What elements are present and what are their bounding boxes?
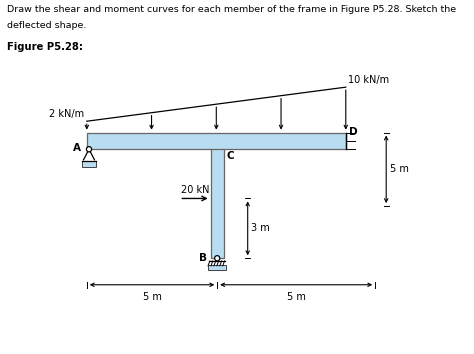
Bar [82, 161, 96, 167]
Text: 2 kN/m: 2 kN/m [49, 109, 84, 119]
Text: 3 m: 3 m [251, 223, 269, 233]
Text: 5 m: 5 m [143, 292, 162, 302]
Text: 20 kN: 20 kN [181, 185, 210, 195]
Text: B: B [199, 252, 207, 263]
Text: Figure P5.28:: Figure P5.28: [7, 42, 83, 52]
Text: 5 m: 5 m [390, 164, 409, 174]
Text: C: C [226, 151, 234, 161]
Bar [210, 141, 224, 258]
Text: deflected shape.: deflected shape. [7, 21, 86, 30]
Text: Draw the shear and moment curves for each member of the frame in Figure P5.28. S: Draw the shear and moment curves for eac… [7, 5, 456, 14]
Text: D: D [349, 127, 357, 137]
Circle shape [86, 147, 91, 152]
Circle shape [215, 256, 220, 261]
Bar [209, 265, 226, 270]
Text: 5 m: 5 m [287, 292, 306, 302]
Text: A: A [73, 143, 81, 153]
Text: 10 kN/m: 10 kN/m [347, 75, 389, 85]
Bar [87, 133, 346, 149]
